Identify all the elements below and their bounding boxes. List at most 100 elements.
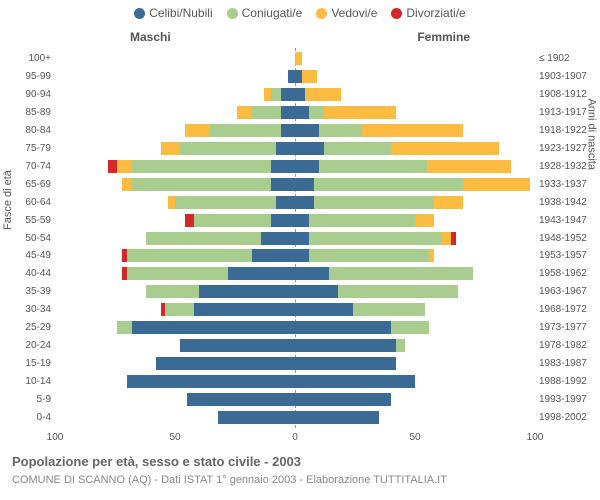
- age-label: 30-34: [15, 302, 51, 317]
- legend-label: Divorziati/e: [406, 6, 465, 20]
- segment-con: [314, 196, 434, 209]
- bar-female: [295, 375, 415, 388]
- birth-year-label: 1938-1942: [539, 195, 591, 210]
- chart-title: Popolazione per età, sesso e stato civil…: [12, 454, 301, 469]
- segment-cel: [295, 124, 319, 137]
- segment-cel: [295, 393, 391, 406]
- segment-cel: [281, 124, 295, 137]
- legend-item-coniugati: Coniugati/e: [227, 6, 303, 20]
- age-row: 45-491953-1957: [55, 248, 535, 263]
- segment-cel: [156, 357, 295, 370]
- segment-cel: [288, 70, 295, 83]
- segment-cel: [295, 339, 396, 352]
- age-row: 65-691933-1937: [55, 177, 535, 192]
- bar-male: [146, 232, 295, 245]
- bar-female: [295, 88, 341, 101]
- legend-label: Vedovi/e: [331, 6, 377, 20]
- segment-cel: [218, 411, 295, 424]
- age-label: 0-4: [15, 410, 51, 425]
- segment-ved: [362, 124, 463, 137]
- bar-male: [122, 267, 295, 280]
- segment-ved: [264, 88, 271, 101]
- bar-female: [295, 106, 396, 119]
- bar-male: [146, 285, 295, 298]
- segment-con: [353, 303, 425, 316]
- birth-year-label: ≤ 1902: [539, 51, 591, 66]
- legend-label: Celibi/Nubili: [149, 6, 212, 20]
- bar-male: [288, 70, 295, 83]
- age-row: 80-841918-1922: [55, 123, 535, 138]
- segment-con: [127, 249, 252, 262]
- age-label: 25-29: [15, 320, 51, 335]
- birth-year-label: 1903-1907: [539, 69, 591, 84]
- segment-ved: [168, 196, 175, 209]
- age-label: 50-54: [15, 231, 51, 246]
- birth-year-label: 1913-1917: [539, 105, 591, 120]
- segment-con: [319, 160, 427, 173]
- segment-con: [309, 249, 429, 262]
- segment-cel: [295, 214, 309, 227]
- age-row: 55-591943-1947: [55, 213, 535, 228]
- age-row: 40-441958-1962: [55, 266, 535, 281]
- birth-year-label: 1943-1947: [539, 213, 591, 228]
- segment-con: [127, 267, 228, 280]
- birth-year-label: 1948-1952: [539, 231, 591, 246]
- age-label: 90-94: [15, 87, 51, 102]
- bar-female: [295, 249, 434, 262]
- age-row: 5-91993-1997: [55, 392, 535, 407]
- segment-div: [185, 214, 195, 227]
- segment-con: [117, 321, 131, 334]
- segment-cel: [281, 88, 295, 101]
- age-label: 95-99: [15, 69, 51, 84]
- segment-cel: [295, 160, 319, 173]
- segment-cel: [295, 196, 314, 209]
- bar-male: [161, 303, 295, 316]
- age-row: 35-391963-1967: [55, 284, 535, 299]
- age-label: 35-39: [15, 284, 51, 299]
- segment-cel: [276, 142, 295, 155]
- birth-year-label: 1963-1967: [539, 284, 591, 299]
- age-label: 60-64: [15, 195, 51, 210]
- segment-cel: [295, 321, 391, 334]
- group-label-male: Maschi: [130, 30, 171, 44]
- segment-ved: [324, 106, 396, 119]
- birth-year-label: 1923-1927: [539, 141, 591, 156]
- x-tick: 100: [47, 432, 64, 443]
- segment-con: [391, 321, 429, 334]
- bar-male: [185, 214, 295, 227]
- bar-female: [295, 339, 405, 352]
- swatch-vedovi: [316, 8, 327, 19]
- swatch-divorziati: [391, 8, 402, 19]
- birth-year-label: 1988-1992: [539, 374, 591, 389]
- age-row: 20-241978-1982: [55, 338, 535, 353]
- segment-cel: [194, 303, 295, 316]
- age-label: 100+: [15, 51, 51, 66]
- birth-year-label: 1933-1937: [539, 177, 591, 192]
- segment-con: [252, 106, 281, 119]
- age-row: 25-291973-1977: [55, 320, 535, 335]
- birth-year-label: 1953-1957: [539, 248, 591, 263]
- bar-male: [264, 88, 295, 101]
- segment-con: [314, 178, 463, 191]
- segment-div: [451, 232, 456, 245]
- segment-cel: [199, 285, 295, 298]
- birth-year-label: 1998-2002: [539, 410, 591, 425]
- bar-female: [295, 285, 458, 298]
- segment-cel: [295, 303, 353, 316]
- segment-cel: [132, 321, 295, 334]
- age-label: 20-24: [15, 338, 51, 353]
- legend-item-celibi: Celibi/Nubili: [134, 6, 212, 20]
- birth-year-label: 1908-1912: [539, 87, 591, 102]
- segment-cel: [281, 106, 295, 119]
- birth-year-label: 1993-1997: [539, 392, 591, 407]
- segment-cel: [295, 88, 305, 101]
- segment-ved: [122, 178, 132, 191]
- segment-con: [165, 303, 194, 316]
- bar-female: [295, 393, 391, 406]
- bar-male: [161, 142, 295, 155]
- birth-year-label: 1973-1977: [539, 320, 591, 335]
- segment-cel: [187, 393, 295, 406]
- age-row: 85-891913-1917: [55, 105, 535, 120]
- age-row: 30-341968-1972: [55, 302, 535, 317]
- birth-year-label: 1918-1922: [539, 123, 591, 138]
